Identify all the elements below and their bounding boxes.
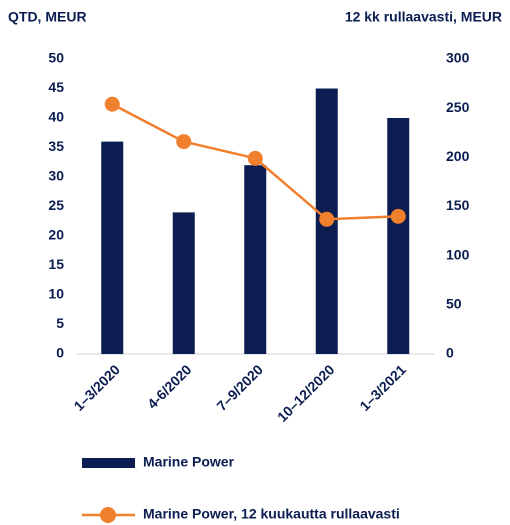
y-tick-label: 50 bbox=[48, 50, 64, 66]
x-tick-label: 4-6/2020 bbox=[144, 361, 195, 412]
legend-label: Marine Power, 12 kuukautta rullaavasti bbox=[143, 506, 400, 522]
line-marker bbox=[390, 208, 406, 224]
bar bbox=[387, 118, 410, 354]
y-tick-label: 5 bbox=[56, 315, 64, 331]
legend-swatch bbox=[82, 458, 135, 468]
line-marker bbox=[176, 134, 192, 150]
y-tick-label: 25 bbox=[48, 197, 64, 213]
y2-tick-label: 0 bbox=[446, 345, 454, 361]
x-tick-label: 10–12/2020 bbox=[274, 361, 338, 425]
y-tick-label: 30 bbox=[48, 168, 64, 184]
y-tick-label: 10 bbox=[48, 286, 64, 302]
y2-tick-label: 50 bbox=[446, 296, 462, 312]
legend-label: Marine Power bbox=[143, 454, 235, 470]
bar bbox=[101, 141, 124, 354]
bar bbox=[172, 212, 195, 354]
line-marker bbox=[104, 96, 120, 112]
y2-axis-title: 12 kk rullaavasti, MEUR bbox=[345, 9, 502, 25]
y2-tick-label: 150 bbox=[446, 197, 470, 213]
y-tick-label: 20 bbox=[48, 227, 64, 243]
line-marker bbox=[247, 150, 263, 166]
line-marker bbox=[319, 211, 335, 227]
legend-marker bbox=[100, 507, 116, 523]
x-tick-label: 7–9/2020 bbox=[213, 361, 266, 414]
y2-tick-label: 300 bbox=[446, 50, 470, 66]
y-tick-label: 40 bbox=[48, 109, 64, 125]
y-axis-title: QTD, MEUR bbox=[8, 9, 87, 25]
x-tick-label: 1–3/2021 bbox=[356, 361, 409, 414]
y2-tick-label: 100 bbox=[446, 246, 470, 262]
y-tick-label: 45 bbox=[48, 79, 64, 95]
bar bbox=[244, 165, 267, 354]
y-tick-label: 15 bbox=[48, 256, 64, 272]
y-tick-label: 0 bbox=[56, 345, 64, 361]
y-tick-label: 35 bbox=[48, 138, 64, 154]
y2-tick-label: 200 bbox=[446, 148, 470, 164]
y2-tick-label: 250 bbox=[446, 99, 470, 115]
x-tick-label: 1–3/2020 bbox=[70, 361, 123, 414]
